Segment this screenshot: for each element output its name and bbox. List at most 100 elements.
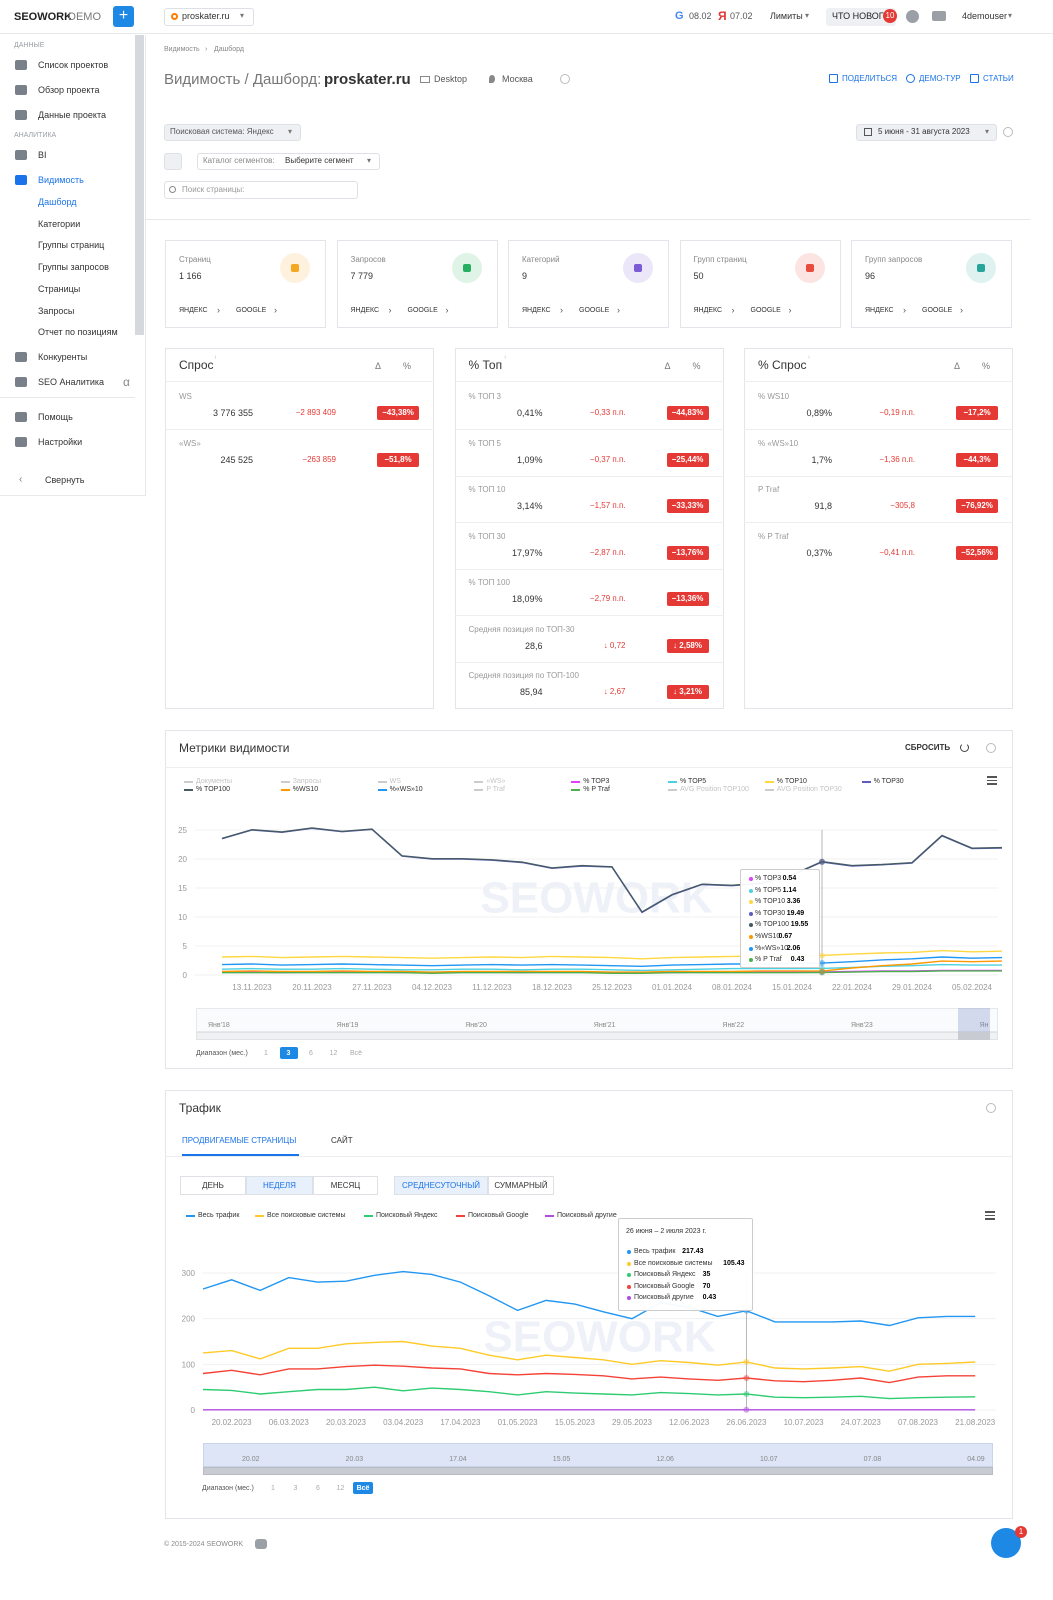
academy-icon[interactable] — [932, 11, 946, 21]
menu-bar[interactable] — [985, 1214, 995, 1216]
menu-bar[interactable] — [987, 783, 997, 785]
project-select[interactable] — [164, 8, 254, 26]
sidebar-subitem[interactable]: Отчет по позициям — [38, 327, 118, 338]
x-tick-label: 08.01.2024 — [712, 983, 753, 992]
row-label: % ТОП 5 — [468, 438, 502, 448]
sidebar-item[interactable]: Список проектов — [38, 60, 109, 70]
reset-button[interactable]: СБРОСИТЬ — [905, 743, 951, 752]
legend-item[interactable]: WS — [389, 778, 401, 785]
legend-item[interactable]: %«WS»10 — [389, 786, 423, 793]
sidebar-item[interactable]: Данные проекта — [38, 110, 106, 120]
legend-item[interactable]: «WS» — [486, 778, 506, 785]
sidebar-collapse[interactable]: Свернуть — [45, 475, 85, 485]
tree-button[interactable] — [164, 153, 182, 170]
legend-item[interactable]: % TOP3 — [583, 778, 610, 785]
sidebar-subitem[interactable]: Группы страниц — [38, 240, 105, 251]
sidebar-subitem[interactable]: Группы запросов — [38, 262, 109, 273]
segment-select[interactable] — [197, 153, 380, 170]
legend-item[interactable]: AVG Position TOP100 — [680, 786, 749, 793]
legend-item[interactable]: Все поисковые системы — [267, 1212, 346, 1219]
card-label: Запросов — [350, 255, 386, 264]
sidebar-item[interactable]: SEO Аналитика — [38, 376, 105, 387]
range-option[interactable]: 1 — [271, 1485, 275, 1492]
card-link[interactable]: GOOGLE — [407, 307, 438, 314]
range-option[interactable]: 3 — [293, 1485, 298, 1492]
card-link[interactable]: ЯНДЕКС — [522, 307, 551, 314]
legend-item[interactable]: Запросы — [292, 778, 322, 785]
youtube-icon[interactable] — [255, 1539, 267, 1549]
sidebar-item[interactable]: Видимость — [38, 175, 84, 185]
card-link[interactable]: GOOGLE — [236, 307, 267, 314]
row-change: −33,33% — [671, 501, 704, 510]
toggle-button[interactable] — [488, 1176, 554, 1195]
add-button[interactable]: + — [113, 6, 134, 27]
card-link[interactable]: ЯНДЕКС — [350, 307, 380, 314]
legend-item[interactable]: % TOP5 — [680, 778, 707, 785]
card-link[interactable]: ЯНДЕКС — [865, 307, 894, 314]
toggle-button[interactable] — [180, 1176, 246, 1195]
range-option[interactable]: 1 — [264, 1050, 268, 1057]
legend-item[interactable]: Поисковый другие — [557, 1212, 617, 1219]
action[interactable]: ДЕМО-ТУР — [919, 74, 961, 83]
legend-item[interactable]: % TOP100 — [196, 786, 230, 793]
sidebar-item[interactable]: Конкуренты — [38, 351, 88, 362]
breadcrumb[interactable]: Видимость — [164, 46, 200, 53]
menu-bar[interactable] — [985, 1211, 995, 1213]
sidebar-item[interactable]: Обзор проекта — [38, 85, 100, 95]
toggle-button[interactable] — [246, 1176, 313, 1195]
legend-item[interactable]: % TOP30 — [873, 778, 904, 785]
card-link[interactable]: GOOGLE — [579, 307, 610, 314]
card-link[interactable]: GOOGLE — [750, 307, 781, 314]
legend-item[interactable]: Весь трафик — [198, 1212, 240, 1219]
sidebar-item[interactable]: BI — [38, 150, 47, 160]
legend-item[interactable]: AVG Position TOP30 — [776, 786, 842, 793]
sidebar-subitem[interactable]: Запросы — [38, 305, 75, 316]
refresh-icon[interactable] — [960, 743, 969, 752]
page-search[interactable] — [164, 181, 358, 199]
range-option[interactable]: Всё — [349, 1050, 363, 1057]
legend-item[interactable]: Поисковый Яндекс — [376, 1212, 438, 1219]
menu-bar[interactable] — [985, 1218, 995, 1220]
legend-item[interactable]: %WS10 — [292, 786, 319, 793]
tab[interactable]: ПРОДВИГАЕМЫЕ СТРАНИЦЫ — [182, 1136, 297, 1145]
search-engine-select[interactable] — [164, 124, 301, 141]
range-option[interactable]: 12 — [329, 1050, 338, 1057]
sidebar-subitem[interactable]: Дашборд — [38, 197, 77, 207]
tooltip-value: 1.14 — [782, 886, 797, 894]
change-badge — [666, 685, 709, 699]
toggle-button[interactable] — [394, 1176, 488, 1195]
legend-item[interactable]: Документы — [196, 778, 233, 785]
whats-new-box[interactable] — [826, 8, 896, 26]
legend-item[interactable]: P Traf — [486, 786, 505, 793]
range-option[interactable]: 6 — [309, 1050, 313, 1057]
range-label: Диапазон (мес.) — [202, 1485, 254, 1492]
legend-item[interactable]: % TOP10 — [776, 778, 807, 785]
action[interactable]: ПОДЕЛИТЬСЯ — [842, 74, 898, 83]
card-value: 7 779 — [350, 271, 374, 281]
card-link[interactable]: ЯНДЕКС — [179, 307, 208, 314]
breadcrumb[interactable]: Дашборд — [214, 46, 244, 53]
legend-item[interactable]: % P Traf — [583, 786, 610, 793]
sidebar-subitem[interactable]: Страницы — [38, 283, 81, 294]
limits[interactable]: Лимиты — [770, 11, 803, 21]
date-select[interactable] — [856, 124, 997, 141]
user-name[interactable]: 4demouser — [962, 11, 1008, 21]
card-link[interactable]: ЯНДЕКС — [693, 307, 723, 314]
menu-bar[interactable] — [987, 779, 997, 781]
range-option[interactable]: 6 — [316, 1485, 320, 1492]
tooltip-name: % TOP3 — [755, 875, 782, 882]
range-option[interactable]: 3 — [286, 1050, 291, 1057]
legend-swatch — [377, 789, 387, 791]
menu-bar[interactable] — [987, 776, 997, 778]
sidebar-item[interactable]: Помощь — [38, 411, 73, 422]
range-option[interactable]: Всё — [356, 1485, 370, 1492]
card-link[interactable]: GOOGLE — [922, 307, 953, 314]
help-icon[interactable] — [906, 10, 919, 23]
sidebar-item[interactable]: Настройки — [38, 436, 83, 447]
legend-item[interactable]: Поисковый Google — [468, 1212, 529, 1219]
action[interactable]: СТАТЬИ — [983, 74, 1014, 83]
tab[interactable]: САЙТ — [331, 1136, 353, 1145]
range-option[interactable]: 12 — [336, 1485, 345, 1492]
toggle-button[interactable] — [313, 1176, 378, 1195]
sidebar-subitem[interactable]: Категории — [38, 218, 81, 229]
